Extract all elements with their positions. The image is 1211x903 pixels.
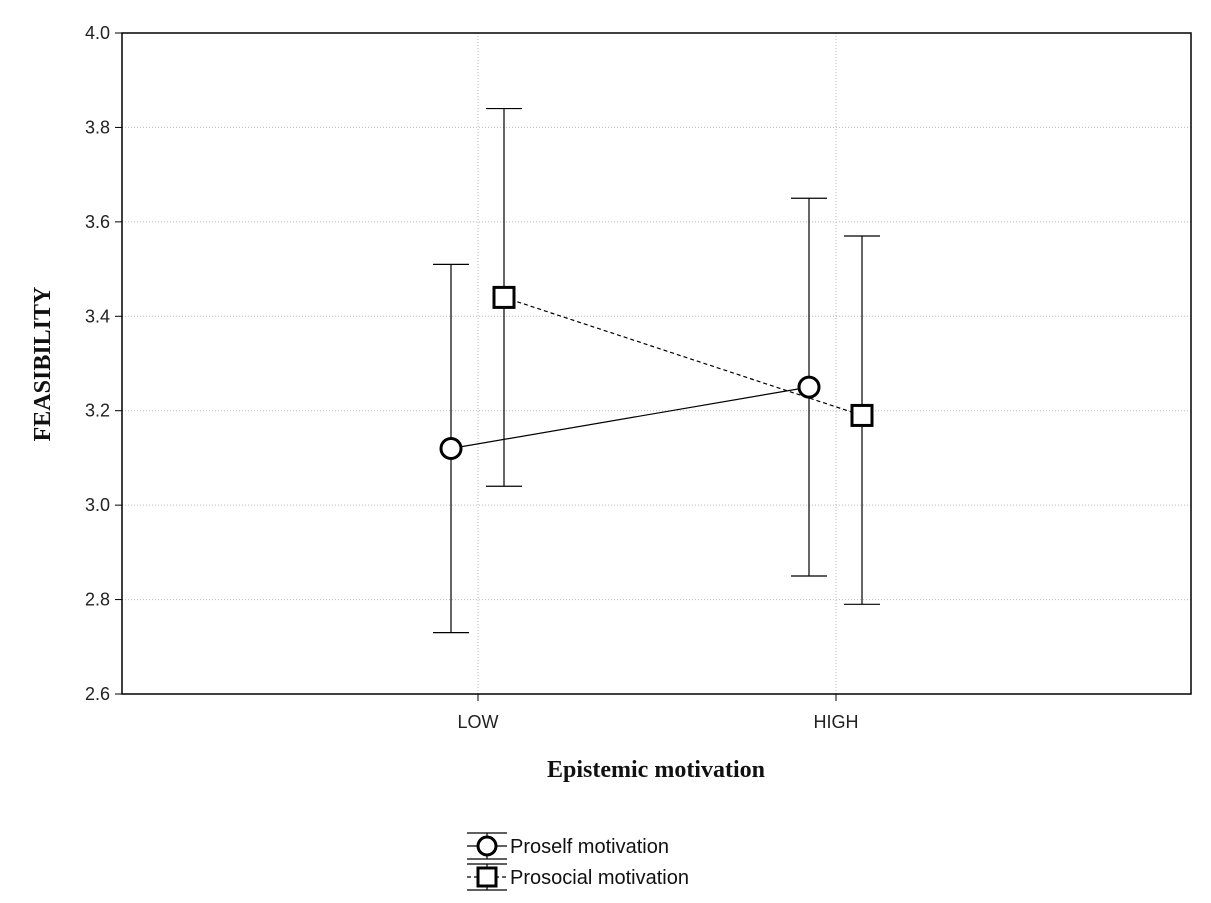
series-proself <box>433 197 827 634</box>
legend-item: Prosocial motivation <box>467 863 689 891</box>
legend-label: Prosocial motivation <box>510 867 689 889</box>
y-tick-label: 3.0 <box>85 495 110 515</box>
data-point-circle <box>797 375 821 399</box>
data-point-circle <box>439 436 463 460</box>
series-line <box>450 386 810 450</box>
y-tick-label: 2.8 <box>85 590 110 610</box>
legend-marker-square <box>476 866 498 888</box>
legend: Proself motivation Prosocial motivation <box>467 832 689 891</box>
y-tick-label: 3.4 <box>85 306 110 326</box>
legend-label: Proself motivation <box>510 836 669 858</box>
x-tick-label: HIGH <box>814 712 859 732</box>
y-tick-label: 3.2 <box>85 401 110 421</box>
y-axis-title: FEASIBILITY <box>30 287 56 442</box>
series-group <box>433 107 880 634</box>
plot-frame <box>121 32 1192 695</box>
y-tick-label: 4.0 <box>85 23 110 43</box>
series-prosocial <box>486 107 880 605</box>
legend-item: Proself motivation <box>467 832 669 860</box>
x-tick-label: LOW <box>457 712 498 732</box>
x-axis: LOW HIGH <box>457 694 859 732</box>
y-tick-label: 3.6 <box>85 212 110 232</box>
y-axis: 2.6 2.8 3.0 3.2 3.4 3.6 3.8 4.0 <box>85 23 122 704</box>
grid <box>122 33 1191 694</box>
y-tick-label: 3.8 <box>85 117 110 137</box>
data-point-square <box>850 403 874 427</box>
legend-marker-circle <box>476 835 498 857</box>
data-point-square <box>492 285 516 309</box>
x-axis-title: Epistemic motivation <box>547 757 765 783</box>
y-tick-label: 2.6 <box>85 684 110 704</box>
